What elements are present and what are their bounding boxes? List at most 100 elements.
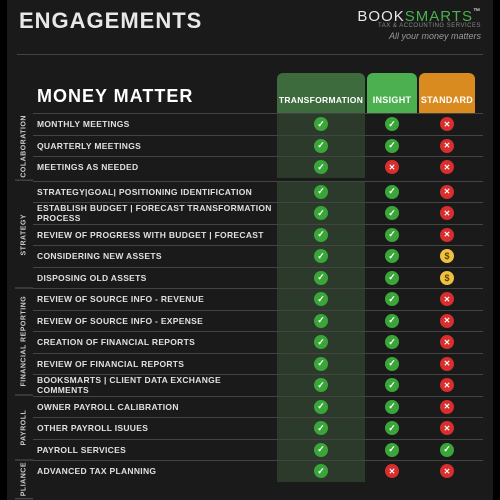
cross-icon (440, 228, 454, 242)
cross-icon (440, 464, 454, 478)
table-row: DISPOSING OLD ASSETS (33, 267, 483, 289)
group-rows: REVIEW OF SOURCE INFO - REVENUE REVIEW OF… (33, 288, 483, 396)
table-row: REVIEW OF FINANCIAL REPORTS (33, 353, 483, 375)
cell (277, 182, 365, 203)
cell (277, 332, 365, 353)
cell (367, 182, 417, 203)
cell (367, 311, 417, 332)
check-icon (440, 443, 454, 457)
check-icon (314, 228, 328, 242)
cross-icon (440, 206, 454, 220)
cell (419, 136, 475, 157)
cross-icon (385, 160, 399, 174)
group-label: PAYROLL (15, 396, 33, 461)
row-label: MEETINGS AS NEEDED (33, 162, 275, 172)
cell (277, 375, 365, 396)
check-icon (385, 249, 399, 263)
row-label: ESTABLISH BUDGET | FORECAST TRANSFORMATI… (33, 203, 275, 223)
table-row: CONSIDERING NEW ASSETS (33, 245, 483, 267)
cell (367, 136, 417, 157)
logo: BOOKSMARTS™ TAX & ACCOUNTING SERVICES Al… (357, 8, 481, 41)
cell (277, 354, 365, 375)
table-row: OTHER PAYROLL ISUUES (33, 417, 483, 439)
cell (367, 225, 417, 246)
cell (367, 397, 417, 418)
cross-icon (440, 335, 454, 349)
check-icon (385, 271, 399, 285)
check-icon (314, 249, 328, 263)
cell (419, 397, 475, 418)
cross-icon (440, 117, 454, 131)
check-icon (314, 421, 328, 435)
cell (419, 246, 475, 267)
cell (419, 157, 475, 178)
cell (419, 440, 475, 461)
group-rows: OWNER PAYROLL CALIBRATION OTHER PAYROLL I… (33, 396, 483, 461)
check-icon (385, 357, 399, 371)
group-label: COLABORATION (15, 113, 33, 181)
row-label: REVIEW OF SOURCE INFO - REVENUE (33, 294, 275, 304)
cell (419, 268, 475, 289)
row-label: OTHER PAYROLL ISUUES (33, 423, 275, 433)
cell (277, 268, 365, 289)
row-label: ADVANCED TAX PLANNING (33, 466, 275, 476)
cell (367, 203, 417, 224)
cell (367, 246, 417, 267)
row-label: QUARTERLY MEETINGS (33, 141, 275, 151)
plan-tab-insight: INSIGHT (367, 73, 417, 113)
cell (419, 418, 475, 439)
table-row: REVIEW OF SOURCE INFO - REVENUE (33, 288, 483, 310)
cell (419, 311, 475, 332)
table-body: COLABORATIONMONTHLY MEETINGS QUARTERLY ME… (15, 113, 483, 499)
check-icon (385, 185, 399, 199)
cell (367, 268, 417, 289)
cell (419, 114, 475, 135)
plan-tab-standard: STANDARD (419, 73, 475, 113)
cell (419, 225, 475, 246)
check-icon (385, 314, 399, 328)
check-icon (314, 464, 328, 478)
cell (367, 114, 417, 135)
group: FINANCIAL REPORTINGREVIEW OF SOURCE INFO… (15, 288, 483, 396)
cell (277, 461, 365, 482)
check-icon (314, 117, 328, 131)
cell (277, 136, 365, 157)
cross-icon (440, 160, 454, 174)
check-icon (314, 139, 328, 153)
group-label: FINANCIAL REPORTING (15, 288, 33, 396)
check-icon (385, 139, 399, 153)
cross-icon (440, 400, 454, 414)
cross-icon (440, 314, 454, 328)
cell (367, 354, 417, 375)
cell (419, 461, 475, 482)
check-icon (314, 443, 328, 457)
group: PLIANCEADVANCED TAX PLANNING (15, 460, 483, 499)
row-label: DISPOSING OLD ASSETS (33, 273, 275, 283)
row-label: OWNER PAYROLL CALIBRATION (33, 402, 275, 412)
column-headers: MONEY MATTER TRANSFORMATION INSIGHT STAN… (15, 65, 483, 113)
row-label: MONTHLY MEETINGS (33, 119, 275, 129)
row-label: REVIEW OF SOURCE INFO - EXPENSE (33, 316, 275, 326)
check-icon (385, 206, 399, 220)
check-icon (314, 314, 328, 328)
cell (419, 354, 475, 375)
check-icon (385, 421, 399, 435)
check-icon (314, 335, 328, 349)
check-icon (314, 271, 328, 285)
cell (419, 203, 475, 224)
cell (277, 225, 365, 246)
table-row: MEETINGS AS NEEDED (33, 156, 483, 178)
group-rows: MONTHLY MEETINGS QUARTERLY MEETINGS MEETIN… (33, 113, 483, 181)
table-row: PAYROLL SERVICES (33, 439, 483, 461)
cross-icon (440, 185, 454, 199)
check-icon (385, 117, 399, 131)
check-icon (314, 160, 328, 174)
table-row: OWNER PAYROLL CALIBRATION (33, 396, 483, 418)
check-icon (314, 357, 328, 371)
table-row: ADVANCED TAX PLANNING (33, 460, 483, 482)
cell (367, 332, 417, 353)
check-icon (385, 400, 399, 414)
group: PAYROLLOWNER PAYROLL CALIBRATION OTHER PA… (15, 396, 483, 461)
cell (367, 440, 417, 461)
logo-tagline: All your money matters (357, 31, 481, 41)
